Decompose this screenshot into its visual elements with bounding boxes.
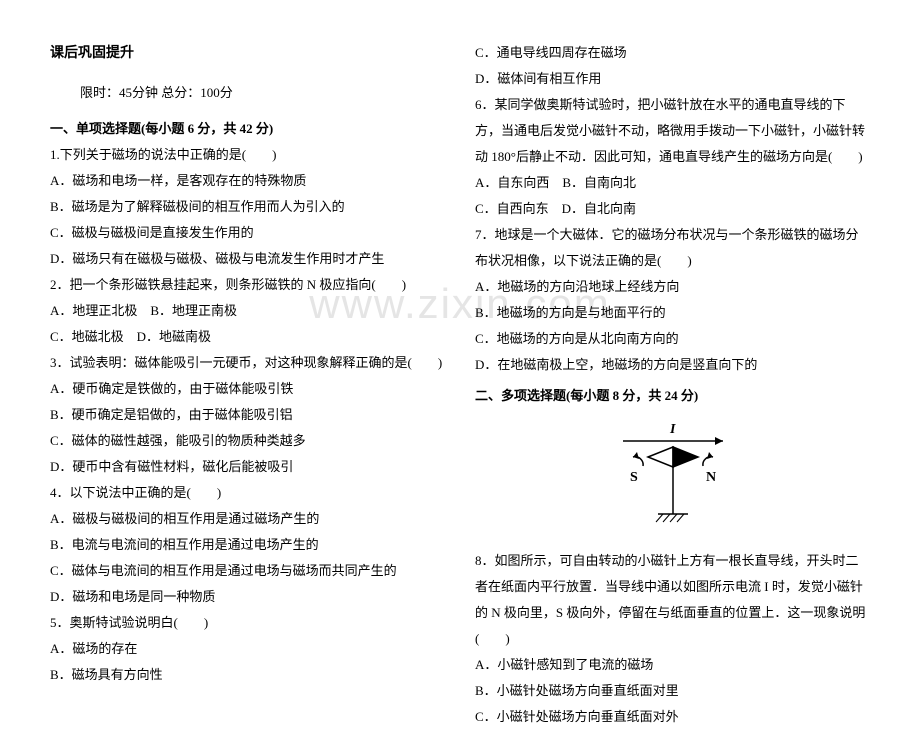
- q4-option-c: C．磁体与电流间的相互作用是通过电场与磁场而共同产生的: [50, 558, 445, 584]
- section1-header: 一、单项选择题(每小题 6 分，共 42 分): [50, 116, 445, 142]
- q3-option-d: D．硬币中含有磁性材料，磁化后能被吸引: [50, 454, 445, 480]
- q6-option-cd: C．自西向东 D．自北向南: [475, 196, 870, 222]
- q7-option-c: C．地磁场的方向是从北向南方向的: [475, 326, 870, 352]
- label-n: N: [706, 470, 716, 485]
- main-title: 课后巩固提升: [50, 40, 445, 68]
- q5: 5．奥斯特试验说明白( ): [50, 610, 445, 636]
- q5-option-a: A．磁场的存在: [50, 636, 445, 662]
- q8-option-c: C．小磁针处磁场方向垂直纸面对外: [475, 704, 870, 730]
- q6: 6．某同学做奥斯特试验时，把小磁针放在水平的通电直导线的下方，当通电后发觉小磁针…: [475, 92, 870, 170]
- q2-option-ab: A．地理正北极 B．地理正南极: [50, 298, 445, 324]
- q1-option-d: D．磁场只有在磁极与磁极、磁极与电流发生作用时才产生: [50, 246, 445, 272]
- q7-option-b: B．地磁场的方向是与地面平行的: [475, 300, 870, 326]
- q5-option-b: B．磁场具有方向性: [50, 662, 445, 688]
- q8-option-b: B．小磁针处磁场方向垂直纸面对里: [475, 678, 870, 704]
- q3-option-b: B．硬币确定是铝做的，由于磁体能吸引铝: [50, 402, 445, 428]
- section2-header: 二、多项选择题(每小题 8 分，共 24 分): [475, 383, 870, 409]
- label-i: I: [669, 422, 676, 437]
- label-s: S: [630, 470, 638, 485]
- q8: 8．如图所示，可自由转动的小磁针上方有一根长直导线，开头时二者在纸面内平行放置．…: [475, 548, 870, 652]
- figure-q8: I S N: [475, 419, 870, 538]
- q4-option-b: B．电流与电流间的相互作用是通过电场产生的: [50, 532, 445, 558]
- q4-option-d: D．磁场和电场是同一种物质: [50, 584, 445, 610]
- q7: 7．地球是一个大磁体．它的磁场分布状况与一个条形磁铁的磁场分布状况相像，以下说法…: [475, 222, 870, 274]
- right-column: C．通电导线四周存在磁场 D．磁体间有相互作用 6．某同学做奥斯特试验时，把小磁…: [475, 40, 870, 730]
- q8-option-a: A．小磁针感知到了电流的磁场: [475, 652, 870, 678]
- q1-option-b: B．磁场是为了解释磁极间的相互作用而人为引入的: [50, 194, 445, 220]
- q7-option-a: A．地磁场的方向沿地球上经线方向: [475, 274, 870, 300]
- q3-option-a: A．硬币确定是铁做的，由于磁体能吸引铁: [50, 376, 445, 402]
- q5-option-d: D．磁体间有相互作用: [475, 66, 870, 92]
- q5-option-c: C．通电导线四周存在磁场: [475, 40, 870, 66]
- q3-option-c: C．磁体的磁性越强，能吸引的物质种类越多: [50, 428, 445, 454]
- q1-option-c: C．磁极与磁极间是直接发生作用的: [50, 220, 445, 246]
- q4: 4．以下说法中正确的是( ): [50, 480, 445, 506]
- subtitle: 限时：45分钟 总分：100分: [50, 80, 445, 106]
- q2-option-cd: C．地磁北极 D．地磁南极: [50, 324, 445, 350]
- q4-option-a: A．磁极与磁极间的相互作用是通过磁场产生的: [50, 506, 445, 532]
- q6-option-ab: A．自东向西 B．自南向北: [475, 170, 870, 196]
- two-column-layout: 课后巩固提升 限时：45分钟 总分：100分 一、单项选择题(每小题 6 分，共…: [50, 40, 870, 730]
- q3: 3．试验表明：磁体能吸引一元硬币，对这种现象解释正确的是( ): [50, 350, 445, 376]
- q7-option-d: D．在地磁南极上空，地磁场的方向是竖直向下的: [475, 352, 870, 378]
- left-column: 课后巩固提升 限时：45分钟 总分：100分 一、单项选择题(每小题 6 分，共…: [50, 40, 445, 730]
- q1: 1.下列关于磁场的说法中正确的是( ): [50, 142, 445, 168]
- q1-option-a: A．磁场和电场一样，是客观存在的特殊物质: [50, 168, 445, 194]
- q2: 2．把一个条形磁铁悬挂起来，则条形磁铁的 N 极应指向( ): [50, 272, 445, 298]
- compass-diagram-icon: I S N: [608, 419, 738, 529]
